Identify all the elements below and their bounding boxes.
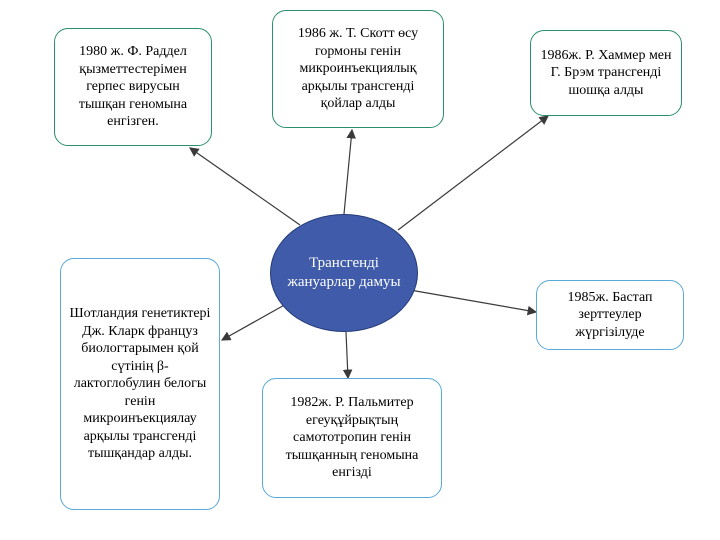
node-n4: Шотландия генетиктері Дж. Кларк француз … <box>60 258 220 510</box>
center-node: Трансгенді жануарлар дамуы <box>270 214 418 332</box>
node-n3: 1986ж. Р. Хаммер мен Г. Брэм трансгенді … <box>530 30 682 116</box>
node-n2: 1986 ж. Т. Скотт өсу гормоны генін микро… <box>272 10 444 128</box>
node-n6: 1985ж. Бастап зерттеулер жүргізілуде <box>536 280 684 350</box>
node-n5: 1982ж. Р. Пальмитер егеуқұйрықтың самото… <box>262 378 442 498</box>
node-n1: 1980 ж. Ф. Раддел қызметтестерімен герпе… <box>54 28 212 146</box>
